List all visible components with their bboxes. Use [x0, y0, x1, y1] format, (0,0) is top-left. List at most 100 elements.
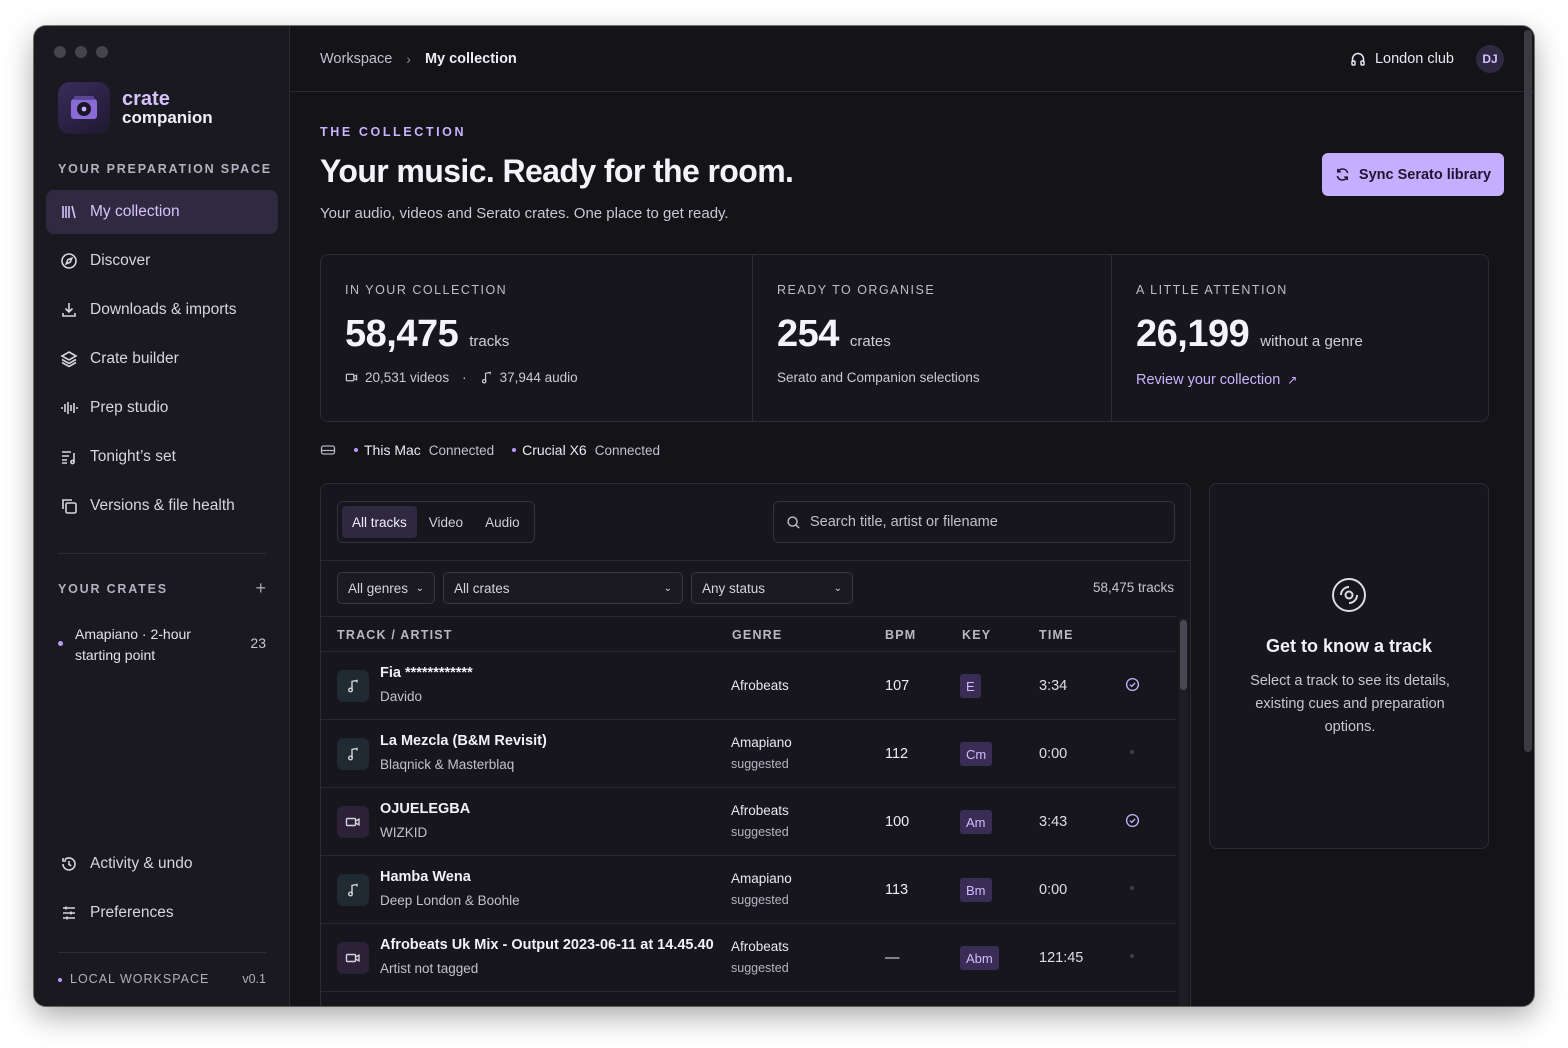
crate-filter-select[interactable]: All crates ⌄	[443, 572, 683, 604]
layers-icon	[60, 351, 78, 368]
stat-label: A LITTLE ATTENTION	[1136, 283, 1288, 297]
tab-audio[interactable]: Audio	[485, 514, 520, 530]
music-note-icon	[337, 874, 369, 906]
stat-label: READY TO ORGANISE	[777, 283, 936, 297]
workspace-label: LOCAL WORKSPACE	[70, 972, 210, 986]
genre-suggested-label: suggested	[731, 961, 789, 975]
column-header[interactable]: TIME	[1039, 628, 1074, 642]
track-artist: WIZKID	[380, 825, 428, 840]
stat-videos: 20,531 videos	[365, 370, 450, 385]
sidebar-item-versions[interactable]: Versions & file health	[46, 484, 278, 528]
sidebar-item-my-collection[interactable]: My collection	[46, 190, 278, 234]
sliders-icon	[63, 906, 75, 920]
genre-filter-select[interactable]: All genres ⌄	[337, 572, 435, 604]
track-key-badge: Bm	[960, 878, 992, 902]
venue-label: London club	[1374, 50, 1454, 67]
track-artist: Artist not tagged	[380, 961, 479, 976]
track-artist: Blaqnick & Masterblaq	[380, 757, 515, 772]
minimize-window-button[interactable]	[75, 46, 87, 58]
track-time: 0:00	[1039, 882, 1068, 898]
headphones-icon	[1351, 52, 1365, 66]
sidebar-item-label: Versions & file health	[90, 497, 235, 514]
crates-header: YOUR CRATES +	[58, 578, 266, 599]
stat-label: IN YOUR COLLECTION	[345, 283, 508, 297]
sidebar-bottom-nav: Activity & undo Preferences	[46, 842, 278, 940]
column-header[interactable]: BPM	[885, 628, 917, 642]
track-bpm: 107	[885, 678, 910, 694]
zoom-window-button[interactable]	[96, 46, 108, 58]
select-value: Any status	[702, 580, 766, 596]
track-key-badge: E	[960, 674, 981, 698]
device-name: This Mac	[364, 442, 421, 458]
crates-section-label: YOUR CRATES	[58, 581, 168, 596]
sync-serato-button[interactable]: Sync Serato library	[1322, 153, 1504, 196]
table-row[interactable]: Fia ************ Davido Afrobeats 107 E …	[321, 652, 1176, 720]
brand-name: crate	[122, 88, 170, 110]
track-genre: Afrobeats	[731, 939, 789, 954]
avatar[interactable]: DJ	[1476, 44, 1504, 73]
device-name: Crucial X6	[522, 442, 587, 458]
stat-separator: ·	[462, 370, 467, 385]
stats-panel: IN YOUR COLLECTION 58,475 tracks 20,531 …	[320, 254, 1489, 422]
sidebar: crate companion YOUR PREPARATION SPACE M…	[34, 26, 290, 1006]
app-window: crate companion YOUR PREPARATION SPACE M…	[34, 26, 1534, 1006]
sidebar-item-preferences[interactable]: Preferences	[46, 891, 278, 935]
sidebar-item-crate-builder[interactable]: Crate builder	[46, 337, 278, 381]
detail-body: Select a track to see its details, exist…	[1250, 673, 1450, 735]
tab-video[interactable]: Video	[428, 514, 464, 530]
media-tabs: All tracks Video Audio	[337, 501, 535, 543]
stat-value: 254	[777, 313, 839, 355]
chevron-down-icon: ⌄	[415, 582, 424, 594]
device-status-label: Connected	[428, 442, 495, 458]
window-scrollbar[interactable]	[1524, 30, 1532, 752]
divider	[321, 560, 1190, 561]
stat-collection: IN YOUR COLLECTION 58,475 tracks 20,531 …	[321, 255, 753, 421]
detail-title: Get to know a track	[1265, 636, 1433, 656]
search-input[interactable]	[810, 514, 1150, 530]
chevron-down-icon: ⌄	[663, 582, 672, 594]
track-genre: Amapiano	[731, 735, 792, 750]
column-header[interactable]: KEY	[962, 628, 992, 642]
table-row[interactable]: Hamba Wena Deep London & Boohle Amapiano…	[321, 856, 1176, 924]
crate-item[interactable]: Amapiano · 2-hour starting point 23	[58, 624, 266, 666]
sidebar-item-discover[interactable]: Discover	[46, 239, 278, 283]
stat-value: 58,475	[345, 313, 459, 355]
status-dot	[1124, 744, 1140, 760]
table-row[interactable]: Afrobeats Uk Mix - Output 2023-06-11 at …	[321, 924, 1176, 992]
track-bpm: —	[885, 950, 900, 966]
venue-selector[interactable]: London club	[1350, 51, 1454, 67]
sidebar-item-label: My collection	[90, 203, 180, 220]
track-key-badge: Am	[960, 810, 992, 834]
status-filter-select[interactable]: Any status ⌄	[691, 572, 853, 604]
crate-logo-icon	[58, 82, 110, 134]
search-box	[773, 501, 1175, 543]
download-icon	[62, 303, 76, 317]
table-row[interactable]: La Mezcla (B&M Revisit) Blaqnick & Maste…	[321, 720, 1176, 788]
track-bpm: 113	[885, 882, 909, 898]
sidebar-item-prep-studio[interactable]: Prep studio	[46, 386, 278, 430]
breadcrumb-workspace[interactable]: Workspace	[320, 50, 393, 67]
track-bpm: 112	[885, 746, 909, 762]
check-circle-icon	[1124, 812, 1140, 828]
table-row[interactable]: OJUELEGBA WIZKID Afrobeats suggested 100…	[321, 788, 1176, 856]
sidebar-item-downloads[interactable]: Downloads & imports	[46, 288, 278, 332]
table-scrollbar[interactable]	[1179, 618, 1188, 1006]
plus-icon[interactable]: +	[255, 578, 266, 598]
sidebar-item-activity[interactable]: Activity & undo	[46, 842, 278, 886]
breadcrumb-current: My collection	[424, 50, 517, 67]
device-crucial-x6: Crucial X6 Connected	[512, 442, 660, 458]
sidebar-item-tonights-set[interactable]: Tonight’s set	[46, 435, 278, 479]
track-title: La Mezcla (B&M Revisit)	[380, 733, 547, 749]
sidebar-item-label: Crate builder	[90, 350, 179, 367]
column-header[interactable]: TRACK / ARTIST	[337, 628, 453, 642]
arrow-up-right-icon: ↗	[1287, 373, 1298, 387]
crate-bullet	[58, 641, 63, 646]
stat-foot: Serato and Companion selections	[777, 370, 980, 385]
sync-button-label: Sync Serato library	[1358, 166, 1492, 183]
tab-all-tracks[interactable]: All tracks	[342, 506, 417, 538]
close-window-button[interactable]	[54, 46, 66, 58]
review-collection-link[interactable]: Review your collection ↗	[1136, 372, 1464, 388]
disc-icon	[1330, 576, 1368, 619]
app-version: v0.1	[242, 972, 266, 986]
column-header[interactable]: GENRE	[732, 628, 783, 642]
